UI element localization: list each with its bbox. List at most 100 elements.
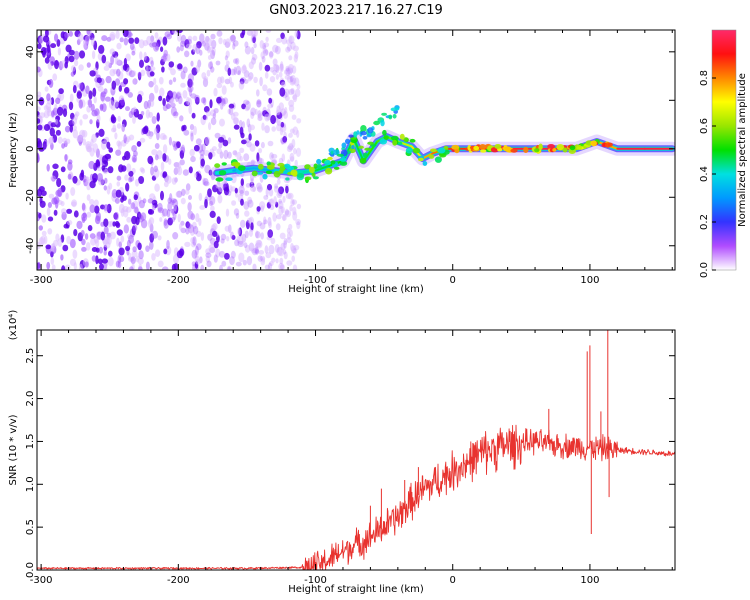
noise-blob (277, 187, 283, 197)
noise-blob (37, 106, 41, 112)
noise-blob (160, 55, 167, 63)
noise-blob (80, 230, 85, 237)
noise-blob (109, 231, 116, 240)
ridge-blob (313, 163, 318, 169)
noise-blob (78, 99, 84, 109)
y-tick-label: 1.5 (25, 433, 36, 449)
noise-blob (140, 110, 145, 116)
noise-blob (68, 101, 74, 111)
noise-blob (261, 257, 266, 263)
noise-blob (221, 98, 226, 107)
noise-blob (92, 143, 99, 153)
noise-blob (111, 189, 118, 199)
noise-blob (176, 141, 181, 149)
noise-blob (280, 206, 285, 214)
noise-blob (167, 197, 172, 204)
noise-blob (226, 236, 230, 242)
noise-blob (190, 130, 194, 137)
noise-blob (200, 264, 205, 270)
noise-blob (50, 257, 55, 265)
noise-blob (72, 129, 79, 139)
noise-blob (269, 50, 274, 59)
noise-blob (192, 236, 197, 246)
noise-blob (263, 195, 269, 200)
noise-blob (46, 93, 51, 102)
noise-blob (265, 36, 269, 42)
noise-blob (134, 206, 139, 214)
noise-blob (218, 141, 223, 149)
noise-blob (257, 255, 263, 262)
noise-blob (294, 30, 298, 38)
x-tick-label: -300 (30, 275, 53, 286)
noise-blob (54, 118, 59, 125)
noise-blob (156, 150, 163, 160)
noise-blob (98, 154, 103, 164)
noise-blob (279, 257, 284, 265)
noise-blob (157, 207, 164, 214)
noise-blob (266, 88, 273, 96)
noise-blob (247, 217, 253, 223)
noise-blob (41, 230, 47, 236)
noise-blob (37, 124, 43, 131)
ridge-blob (351, 145, 355, 149)
x-tick-label: 100 (580, 575, 599, 586)
noise-blob (288, 142, 294, 151)
noise-blob (254, 140, 260, 147)
noise-blob (116, 229, 123, 236)
noise-blob (268, 261, 274, 267)
noise-blob (204, 198, 208, 209)
noise-blob (253, 42, 257, 49)
noise-blob (244, 41, 249, 48)
noise-blob (74, 111, 80, 117)
noise-blob (134, 37, 140, 44)
noise-blob (173, 111, 179, 117)
noise-blob (268, 230, 273, 238)
noise-blob (73, 210, 79, 218)
noise-blob (224, 55, 228, 61)
noise-blob (131, 50, 136, 56)
noise-blob (76, 135, 83, 143)
noise-blob (66, 235, 71, 245)
noise-blob (244, 190, 250, 196)
noise-blob (203, 97, 207, 106)
noise-blob (45, 244, 52, 250)
noise-blob (207, 233, 213, 241)
noise-blob (133, 106, 137, 113)
noise-blob (269, 198, 275, 207)
noise-blob (269, 204, 275, 211)
noise-blob (220, 233, 227, 241)
snr-x-ticks: -300 -200 -100 0 100 (30, 330, 673, 586)
noise-blob (265, 187, 269, 197)
noise-blob (227, 266, 231, 270)
noise-blob (57, 238, 63, 247)
noise-blob (218, 136, 225, 143)
noise-blob (250, 222, 254, 231)
noise-blob (198, 192, 203, 201)
ridge-blob (333, 166, 340, 170)
noise-blob (259, 222, 266, 230)
noise-blob (114, 197, 120, 204)
noise-blob (56, 39, 61, 47)
noise-blob (99, 263, 104, 270)
noise-blob (276, 214, 282, 220)
noise-blob (161, 211, 165, 218)
noise-blob (247, 75, 252, 82)
noise-blob (191, 242, 197, 248)
x-tick-label: 0 (450, 275, 456, 286)
noise-blob (189, 124, 195, 131)
ridge-blob (399, 133, 405, 140)
noise-blob (96, 114, 101, 123)
noise-blob (195, 138, 202, 145)
ridge-blob (454, 148, 460, 154)
noise-blob (93, 199, 99, 207)
noise-blob (123, 37, 129, 46)
noise-blob (51, 264, 56, 270)
noise-blob (137, 94, 143, 103)
noise-blob (192, 43, 198, 53)
noise-blob (208, 169, 213, 176)
noise-blob (282, 213, 286, 222)
ridge-blob (382, 129, 387, 136)
noise-blob (46, 207, 51, 217)
noise-blob (292, 264, 298, 270)
noise-blob (247, 196, 253, 205)
